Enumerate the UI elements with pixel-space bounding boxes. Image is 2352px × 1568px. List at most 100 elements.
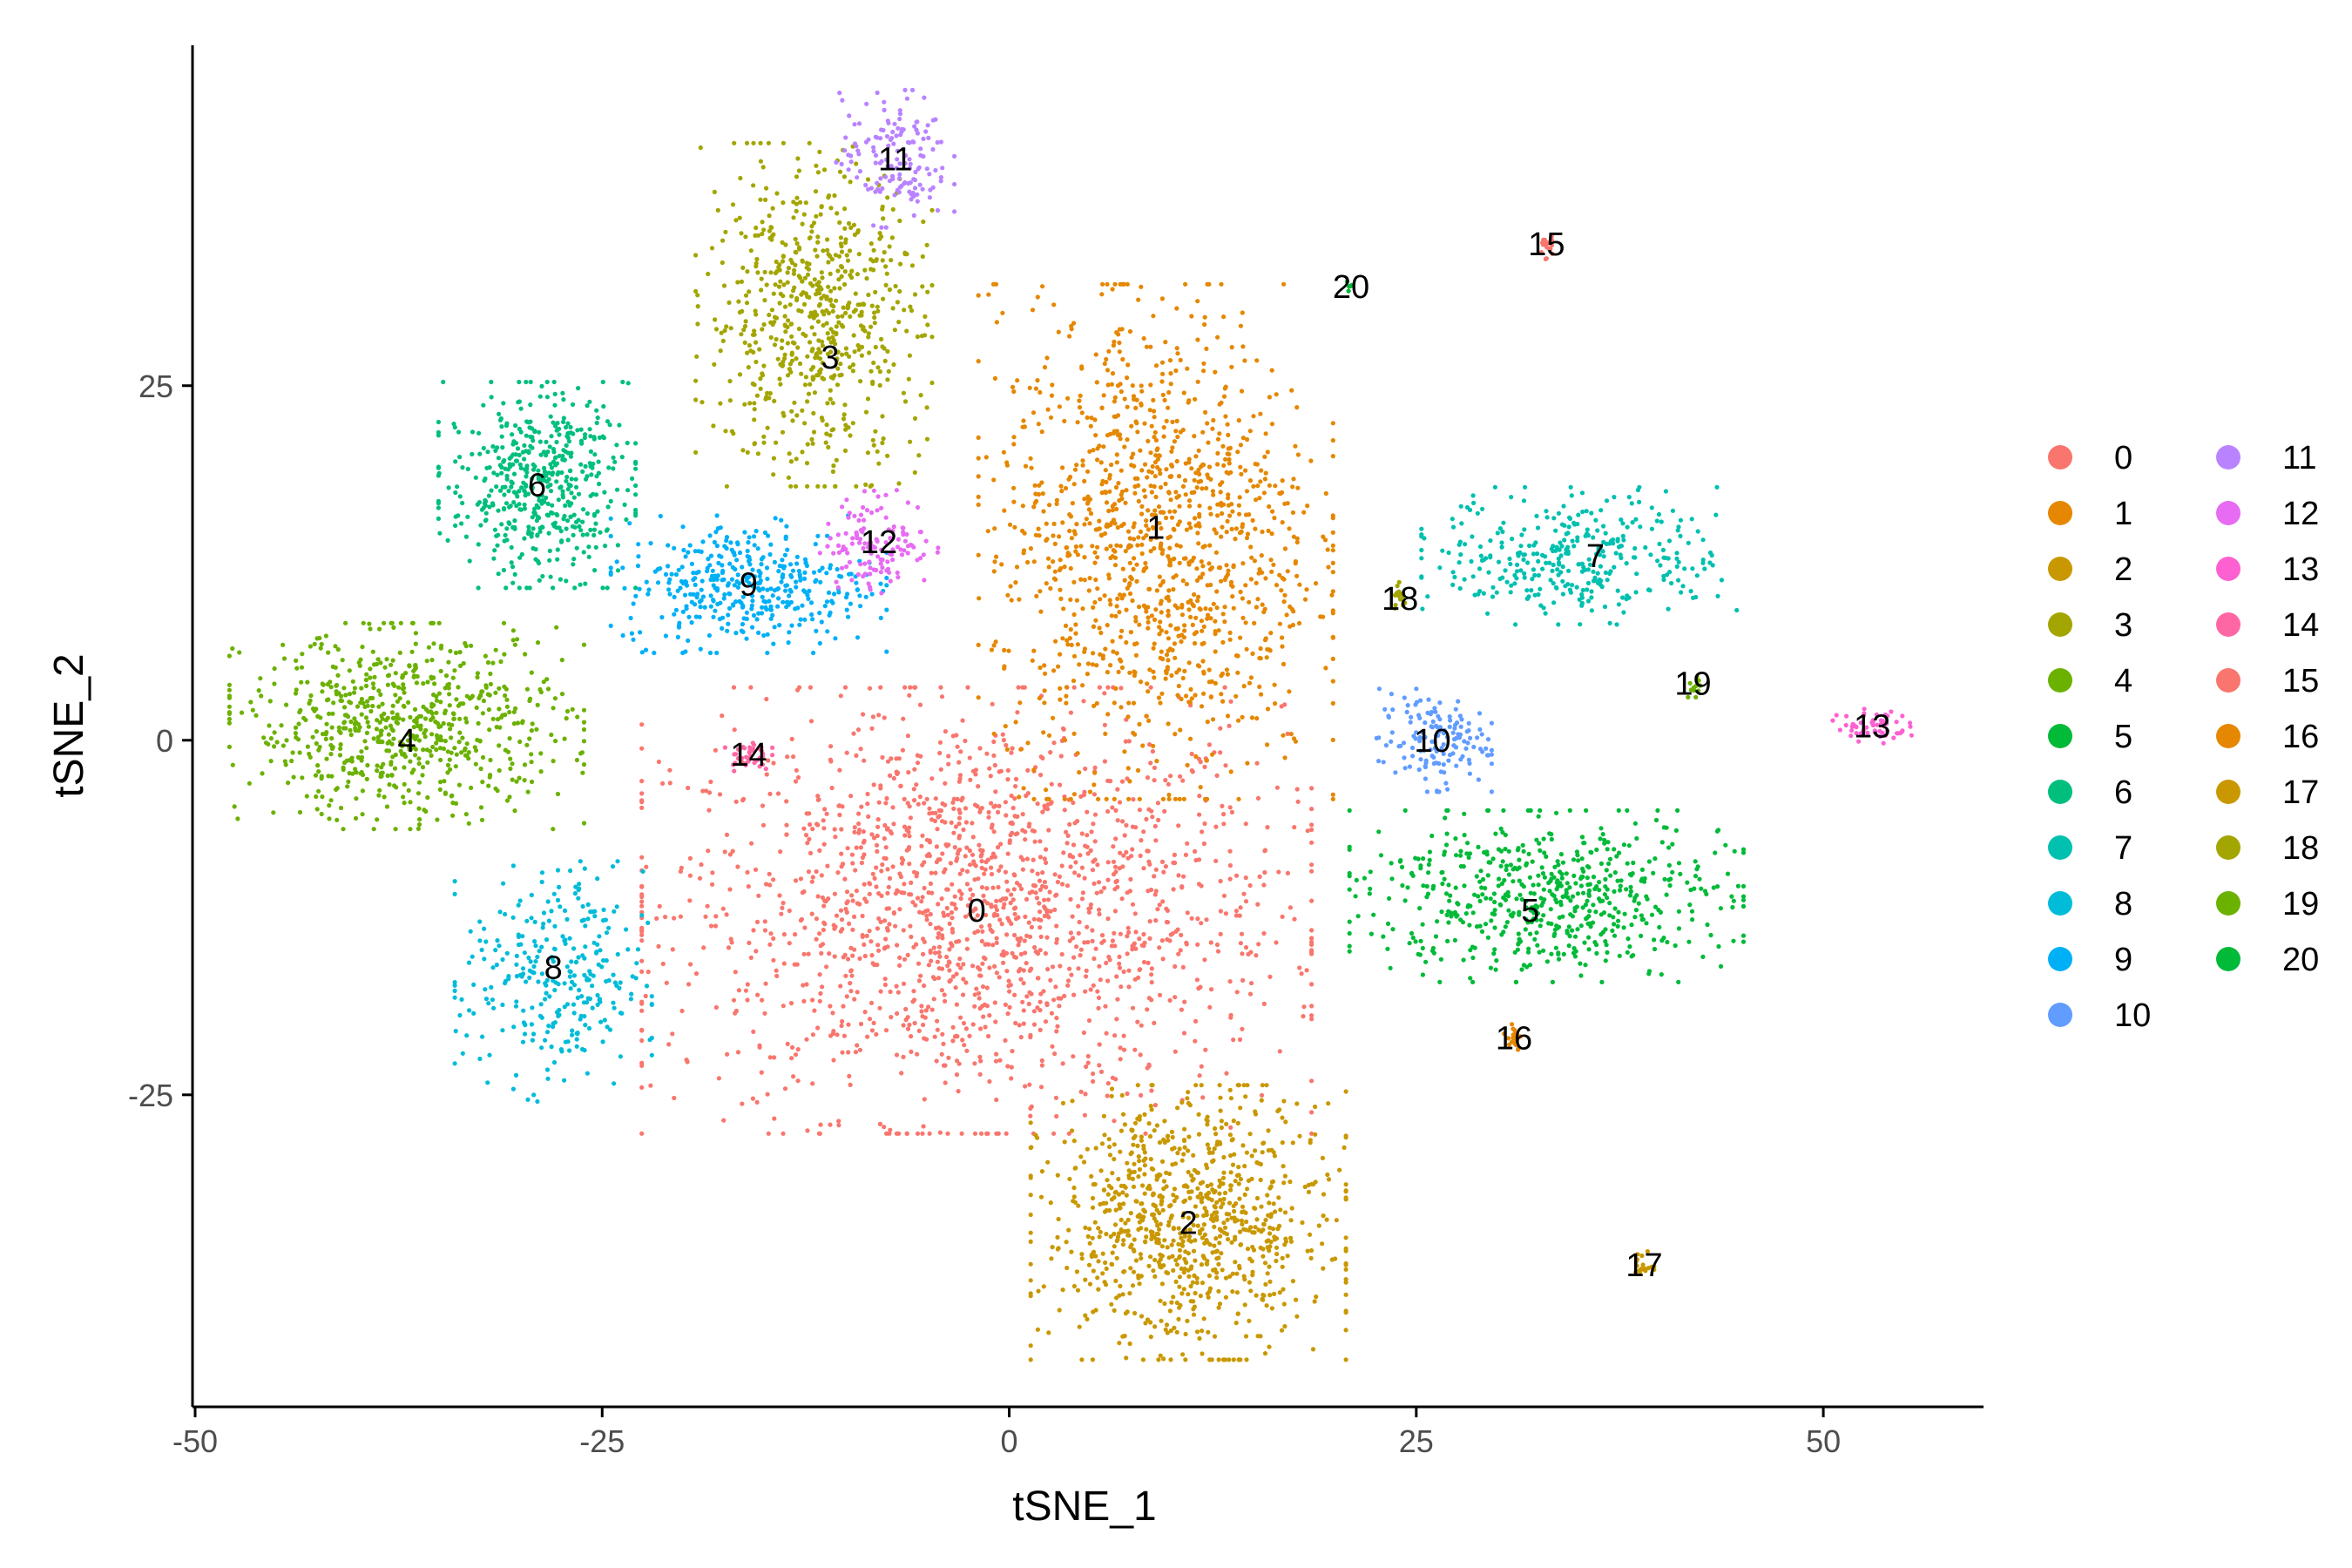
cluster-0-point: [986, 814, 991, 820]
cluster-1-point: [1249, 555, 1254, 560]
cluster-0-point: [922, 983, 927, 989]
cluster-0-point: [1112, 864, 1119, 869]
cluster-0-point: [967, 848, 972, 854]
cluster-0-point: [800, 890, 805, 896]
cluster-1-point: [1085, 672, 1090, 677]
cluster-1-point: [1179, 605, 1185, 610]
cluster-1-point: [1226, 492, 1231, 497]
cluster-0-point: [1097, 911, 1102, 916]
cluster-1-point: [1252, 620, 1257, 626]
cluster-1-point: [1200, 486, 1205, 491]
cluster-0-point: [730, 848, 735, 854]
cluster-0-point: [979, 806, 984, 811]
cluster-0-point: [1024, 933, 1030, 938]
cluster-3-point: [826, 195, 831, 200]
cluster-3-point: [789, 260, 795, 266]
cluster-4-point: [382, 665, 388, 670]
cluster-2-point: [1158, 1252, 1163, 1257]
cluster-1-point: [1112, 700, 1117, 706]
cluster-0-point: [1152, 765, 1157, 771]
cluster-0-point: [917, 702, 923, 707]
cluster-2-point: [1152, 1274, 1158, 1279]
cluster-0-point: [1120, 864, 1125, 869]
cluster-2-point: [1207, 1357, 1213, 1362]
cluster-0-point: [1048, 750, 1053, 755]
cluster-0-point: [1223, 911, 1228, 916]
cluster-0-point: [1042, 803, 1047, 808]
cluster-1-point: [1304, 587, 1309, 592]
cluster-2-point: [1060, 1100, 1066, 1105]
cluster-1-point: [1134, 578, 1139, 585]
cluster-0-point: [1136, 975, 1141, 980]
cluster-2-point: [1106, 1137, 1112, 1142]
cluster-2-point: [1243, 1094, 1248, 1099]
cluster-4-point: [364, 672, 369, 677]
cluster-0-point: [957, 810, 963, 815]
cluster-0-point: [950, 929, 956, 935]
cluster-2-point: [1056, 1246, 1061, 1251]
cluster-0-point: [1309, 868, 1315, 874]
cluster-1-point: [1152, 545, 1157, 551]
cluster-0-point: [1133, 946, 1139, 951]
cluster-2-point: [1128, 1211, 1133, 1216]
cluster-0-point: [791, 1074, 796, 1079]
cluster-1-point: [1147, 586, 1152, 591]
cluster-0-point: [1221, 821, 1227, 827]
cluster-0-point: [844, 909, 849, 915]
cluster-1-point: [1167, 646, 1173, 652]
cluster-1-point: [1114, 506, 1119, 512]
cluster-3-point: [879, 234, 884, 240]
cluster-0-point: [937, 814, 943, 819]
cluster-1-point: [1157, 467, 1162, 473]
cluster-0-point: [828, 757, 834, 762]
cluster-3-point: [920, 253, 925, 260]
cluster-3-point: [767, 213, 772, 219]
cluster-4-point: [470, 693, 476, 699]
cluster-0-point: [639, 1085, 645, 1090]
cluster-0-point: [639, 1037, 645, 1044]
cluster-3-point: [764, 282, 769, 287]
cluster-0-point: [771, 936, 776, 941]
cluster-1-point: [1202, 321, 1207, 328]
cluster-0-point: [1038, 1085, 1044, 1090]
cluster-4-point: [429, 658, 435, 663]
cluster-3-point: [824, 431, 829, 436]
cluster-1-point: [1071, 321, 1077, 326]
cluster-2-point: [1142, 1163, 1147, 1168]
cluster-4-point: [359, 712, 364, 717]
cluster-2-point: [1230, 1162, 1236, 1167]
cluster-1-point: [1330, 679, 1335, 684]
cluster-0-point: [1160, 956, 1166, 962]
cluster-2-point: [1077, 1324, 1082, 1329]
cluster-3-point: [810, 364, 816, 370]
cluster-3-point: [863, 482, 868, 488]
cluster-1-point: [1203, 409, 1208, 415]
cluster-2-point: [1306, 1189, 1312, 1194]
cluster-0-point: [1076, 873, 1081, 878]
cluster-0-point: [1037, 925, 1043, 930]
cluster-3-point: [800, 221, 805, 226]
cluster-0-point: [1233, 873, 1240, 878]
cluster-0-point: [1037, 1008, 1043, 1013]
cluster-1-point: [1169, 463, 1174, 468]
cluster-4-point: [529, 760, 534, 765]
cluster-2-point: [1139, 1134, 1144, 1139]
cluster-3-point: [788, 459, 794, 464]
cluster-1-point: [1267, 504, 1272, 510]
cluster-0-point: [862, 1010, 868, 1015]
cluster-0-point: [1148, 685, 1153, 690]
cluster-0-point: [971, 859, 977, 864]
cluster-4-point: [324, 721, 329, 727]
cluster-0-point: [1097, 1042, 1102, 1047]
cluster-1-point: [1215, 462, 1220, 467]
cluster-0-point: [644, 864, 649, 869]
cluster-4-point: [316, 788, 321, 794]
cluster-3-point: [841, 416, 847, 422]
cluster-0-point: [877, 1121, 883, 1126]
cluster-4-point: [353, 815, 359, 821]
cluster-3-point: [820, 343, 826, 348]
cluster-0-point: [984, 886, 990, 891]
cluster-0-point: [965, 902, 970, 909]
cluster-1-point: [1073, 622, 1078, 627]
cluster-1-point: [999, 562, 1004, 567]
